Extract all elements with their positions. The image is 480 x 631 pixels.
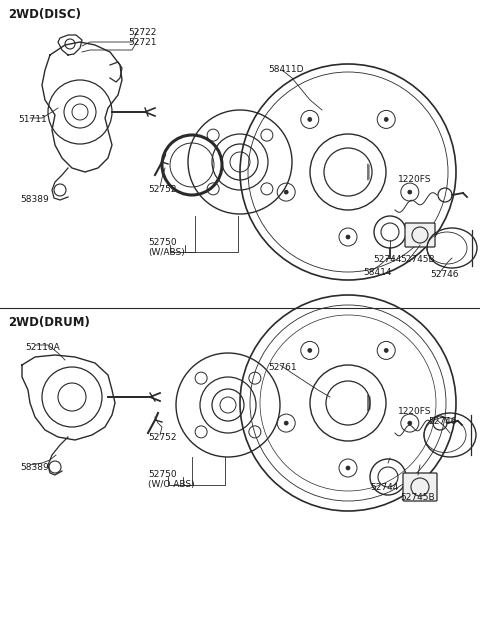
Text: 52744: 52744 [370, 483, 398, 492]
Text: 51711: 51711 [18, 115, 47, 124]
Text: 58414: 58414 [363, 268, 392, 277]
Circle shape [384, 117, 388, 121]
FancyBboxPatch shape [405, 223, 435, 247]
Text: 52110A: 52110A [25, 343, 60, 352]
Text: 2WD(DISC): 2WD(DISC) [8, 8, 81, 21]
Text: 2WD(DRUM): 2WD(DRUM) [8, 316, 90, 329]
Circle shape [346, 235, 350, 239]
Text: 58389: 58389 [20, 195, 49, 204]
Circle shape [308, 117, 312, 121]
Text: 1220FS: 1220FS [398, 175, 432, 184]
Circle shape [408, 421, 412, 425]
Text: 52752: 52752 [148, 185, 177, 194]
Text: 52750: 52750 [148, 470, 177, 479]
Circle shape [284, 190, 288, 194]
Text: 52721: 52721 [128, 38, 156, 47]
Text: (W/O ABS): (W/O ABS) [148, 480, 194, 489]
Text: 58389: 58389 [20, 463, 49, 472]
Text: (W/ABS): (W/ABS) [148, 248, 185, 257]
Text: 52745B: 52745B [400, 255, 434, 264]
Text: 52750: 52750 [148, 238, 177, 247]
Text: 1220FS: 1220FS [398, 407, 432, 416]
Text: 52745B: 52745B [400, 493, 434, 502]
Text: 52752: 52752 [148, 433, 177, 442]
Circle shape [284, 421, 288, 425]
Text: 58411D: 58411D [268, 65, 303, 74]
Circle shape [308, 348, 312, 353]
FancyBboxPatch shape [403, 473, 437, 501]
Circle shape [346, 466, 350, 470]
Text: 52746: 52746 [428, 417, 456, 426]
Text: 52761: 52761 [268, 363, 297, 372]
Circle shape [408, 190, 412, 194]
Text: 52722: 52722 [128, 28, 156, 37]
Text: 52746: 52746 [430, 270, 458, 279]
Text: 52744: 52744 [373, 255, 401, 264]
Circle shape [384, 348, 388, 353]
